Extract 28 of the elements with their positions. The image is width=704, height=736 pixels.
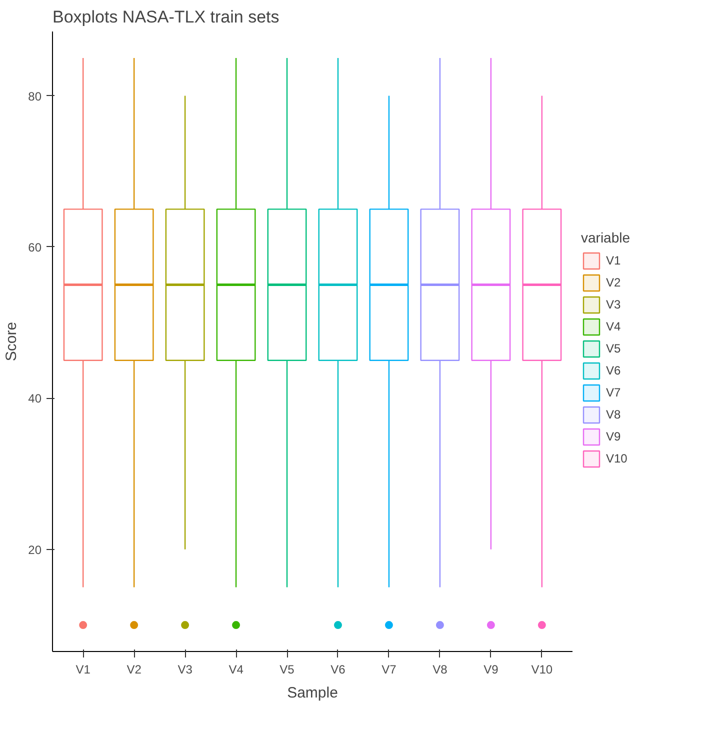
legend-label: V2 <box>606 276 622 290</box>
x-tick-label: V3 <box>178 662 193 676</box>
legend-label: V5 <box>606 342 622 356</box>
legend-label: V1 <box>606 254 622 268</box>
y-tick-label: 40 <box>28 392 42 406</box>
chart-title: Boxplots NASA-TLX train sets <box>52 8 280 26</box>
x-tick-label: V4 <box>228 662 244 676</box>
legend-label: V8 <box>606 408 622 422</box>
legend-title: variable <box>581 230 630 246</box>
x-tick-label: V1 <box>76 662 91 676</box>
legend-label: V7 <box>606 386 622 400</box>
x-tick-label: V2 <box>126 662 142 676</box>
y-tick-label: 80 <box>28 89 42 104</box>
x-tick-label: V9 <box>484 662 499 676</box>
x-tick-label: V5 <box>280 662 295 676</box>
legend-label: V9 <box>606 430 622 444</box>
legend-label: V10 <box>606 452 628 466</box>
y-axis-title: Score <box>3 322 20 362</box>
legend-label: V3 <box>606 298 622 312</box>
x-tick-label: V7 <box>382 662 397 676</box>
x-tick-label: V10 <box>531 662 553 676</box>
x-tick-label: V6 <box>330 662 346 676</box>
y-tick-label: 20 <box>28 542 42 557</box>
x-axis-title: Sample <box>287 684 338 702</box>
legend-label: V6 <box>606 364 622 378</box>
x-tick-label: V8 <box>432 662 448 676</box>
y-tick-label: 60 <box>28 240 42 254</box>
legend-label: V4 <box>606 320 622 334</box>
